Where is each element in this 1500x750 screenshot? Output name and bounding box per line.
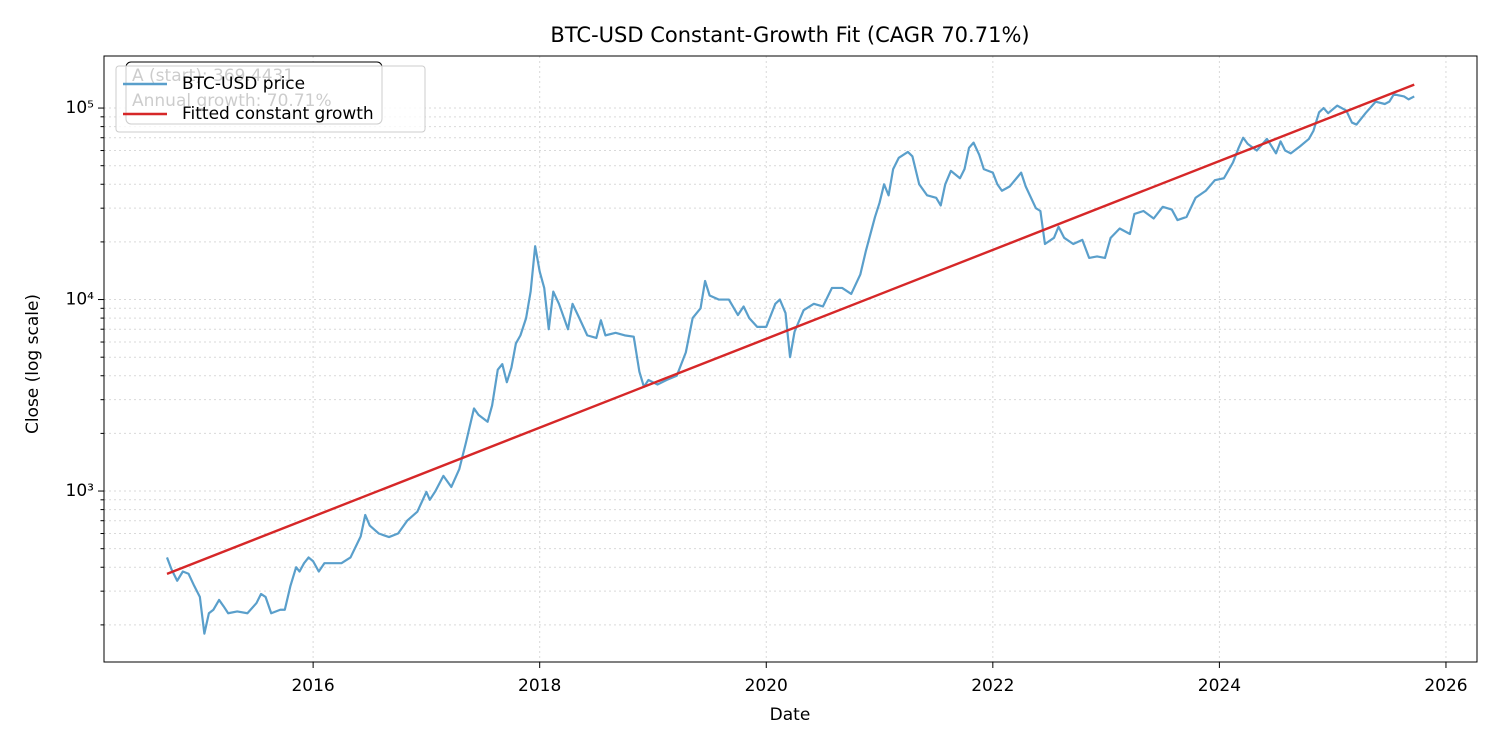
y-tick-label: 10³ [66, 481, 94, 501]
data-line [165, 93, 1415, 635]
y-tick-label: 10⁵ [66, 98, 94, 118]
x-tick-label: 2016 [291, 676, 334, 696]
legend-label: BTC-USD price [182, 74, 305, 94]
x-tick-label: 2022 [971, 676, 1014, 696]
chart-title: BTC-USD Constant-Growth Fit (CAGR 70.71%… [550, 23, 1029, 47]
data-line [166, 83, 1415, 575]
x-tick-label: 2020 [745, 676, 788, 696]
ticks: 2016 2018 2020 2022 2024 2026 10³ 10⁴ 10⁵ [66, 98, 1468, 696]
plot-area [165, 83, 1415, 635]
x-tick-label: 2018 [518, 676, 561, 696]
x-axis-label: Date [770, 705, 811, 725]
legend-box [115, 65, 426, 133]
y-tick-label: 10⁴ [66, 290, 95, 310]
y-axis-label: Close (log scale) [23, 294, 43, 434]
x-tick-label: 2026 [1424, 676, 1467, 696]
legend-label: Fitted constant growth [182, 104, 374, 124]
x-tick-label: 2024 [1198, 676, 1241, 696]
legend: A (start): 369.4431Annual growth: 70.71%… [115, 61, 426, 133]
grid [104, 56, 1477, 662]
plot-frame [103, 55, 1478, 663]
